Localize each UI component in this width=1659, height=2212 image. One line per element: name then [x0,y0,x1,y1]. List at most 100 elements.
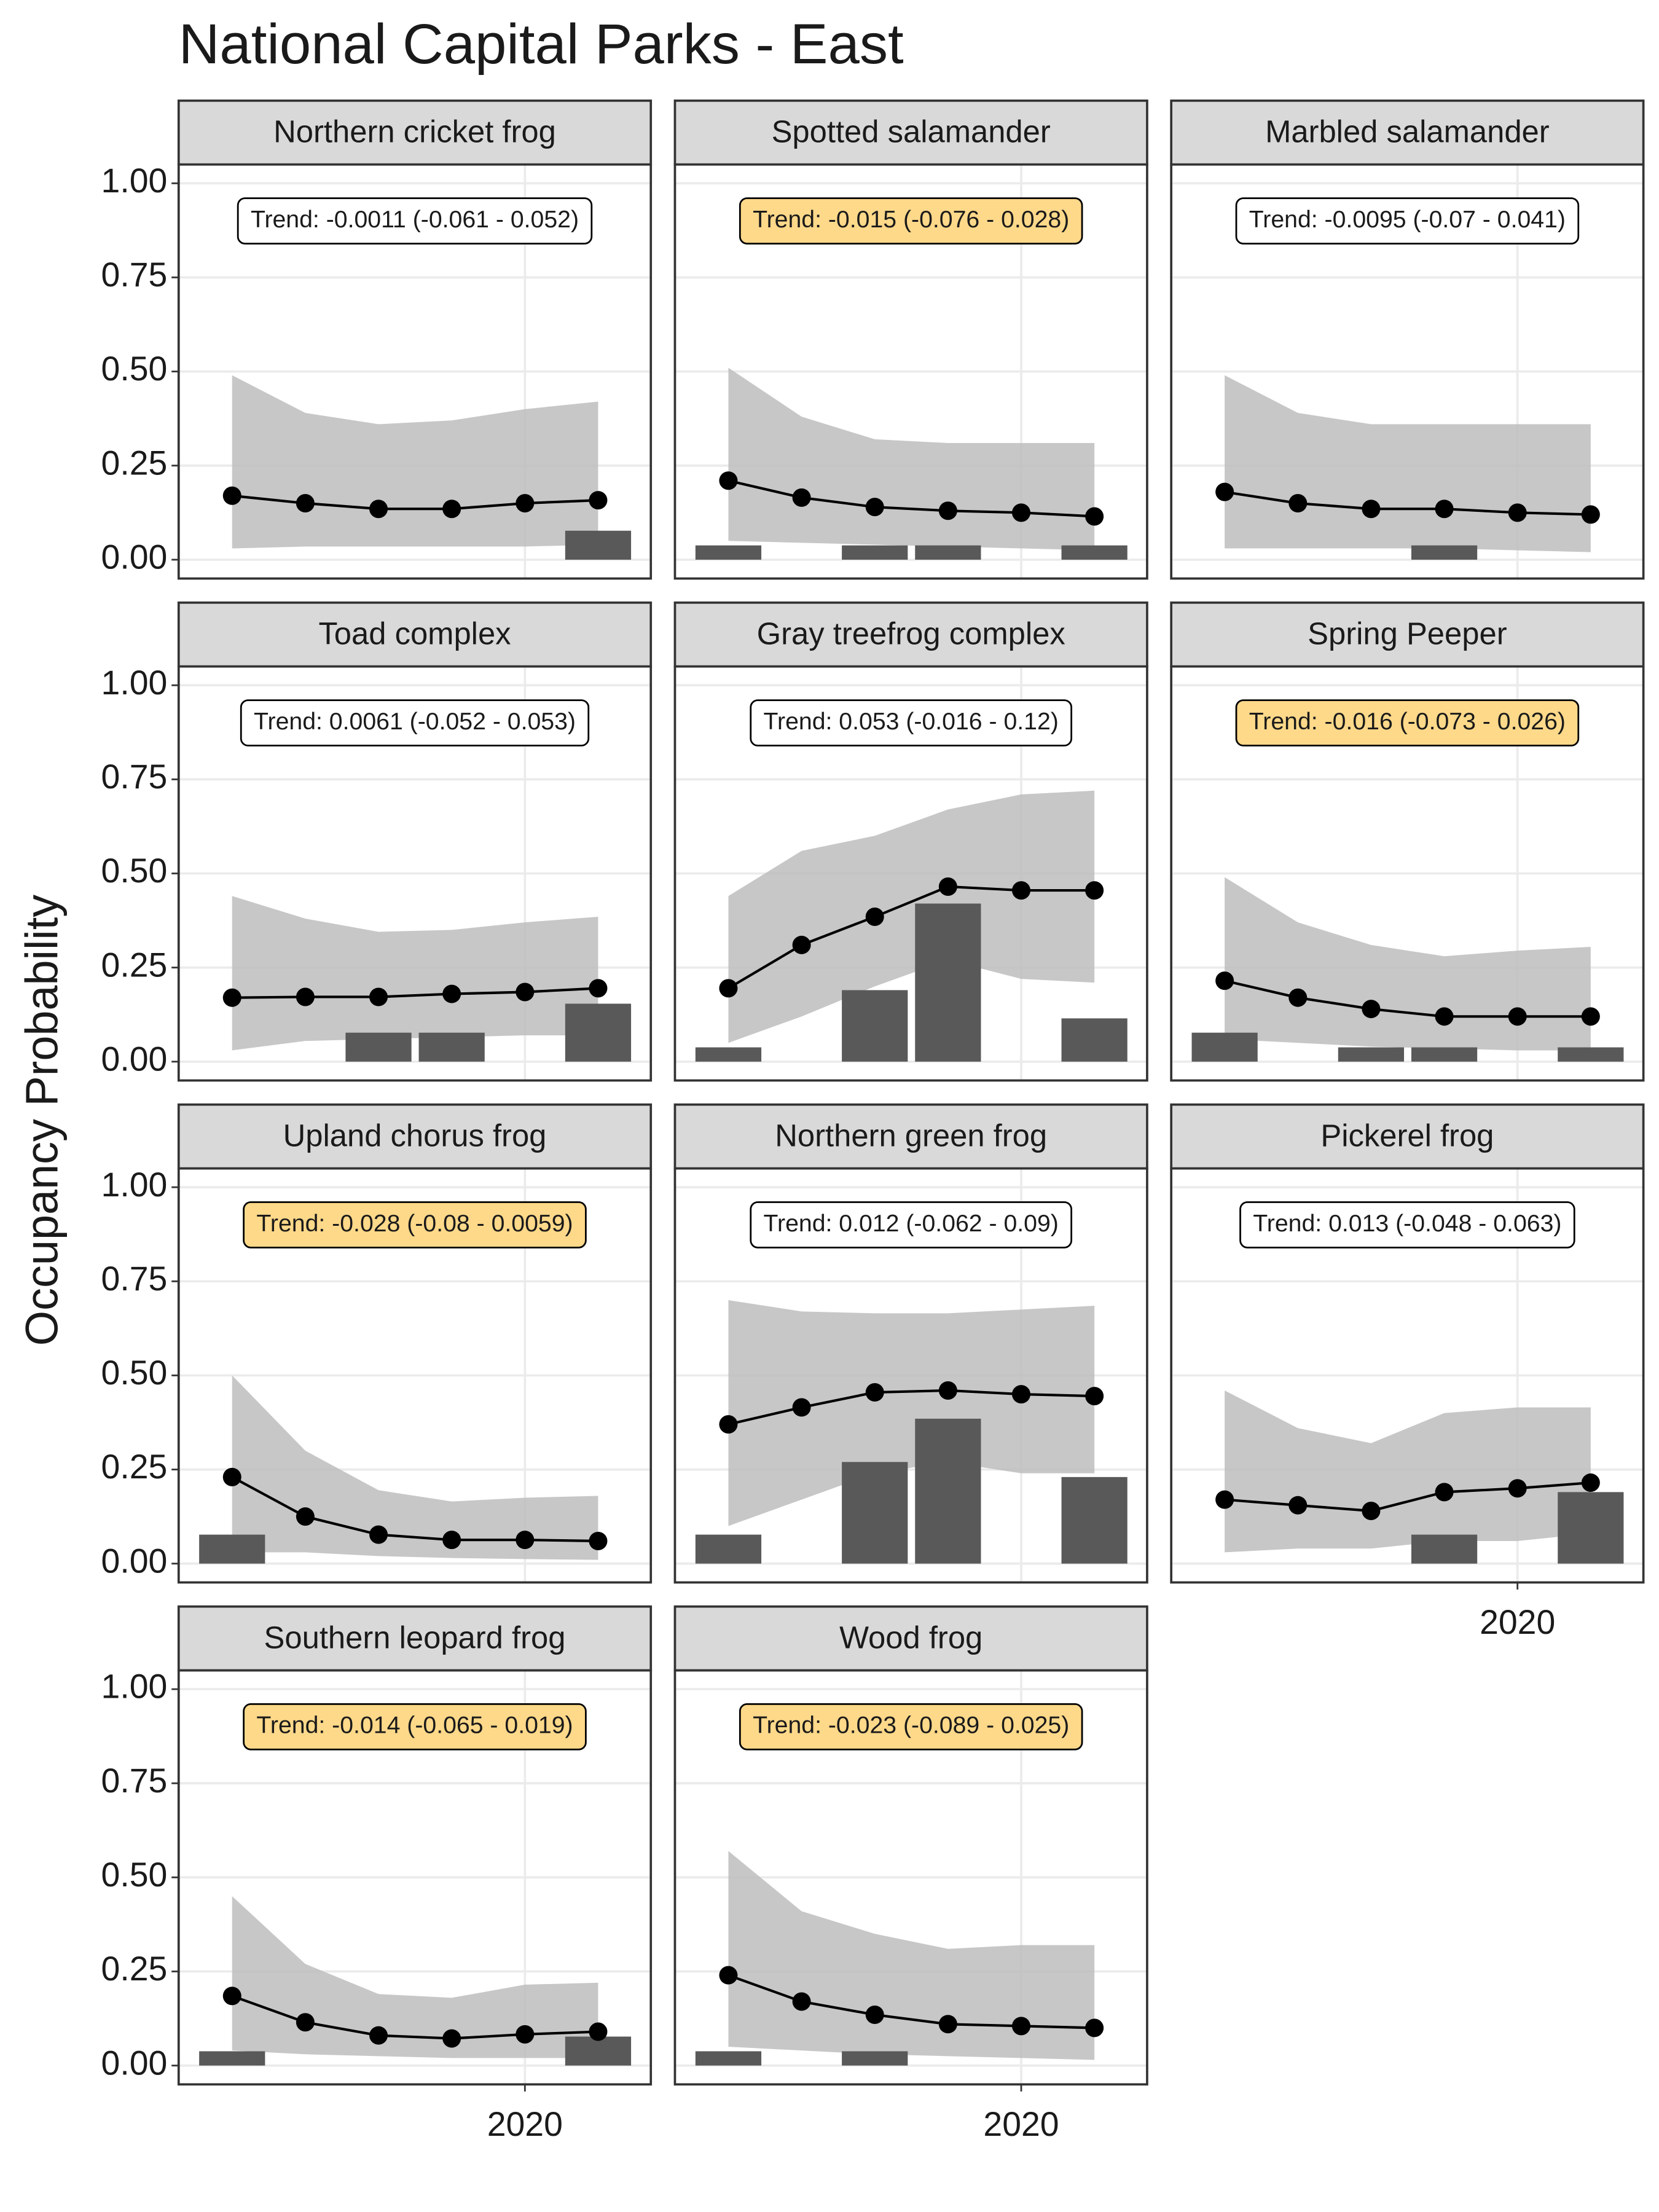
strip [177,1605,653,1672]
point [589,491,608,510]
point [1215,971,1234,990]
point [792,1398,811,1417]
point [938,1381,957,1400]
strip-title: Toad complex [318,616,511,651]
point [719,1966,738,1985]
y-tick-label: 0.00 [101,1542,168,1580]
bar [565,530,632,560]
panel: 0.00 0.25 0.50 0.75 1.00 Trend: 0.0061 (-0.05… [101,601,653,1082]
strip [673,601,1148,668]
point [589,2022,608,2041]
point [222,1986,241,2006]
y-tick-label: 0.25 [101,1950,168,1988]
estimate-line [728,885,1095,990]
ribbon [728,367,1095,551]
strip [673,1605,1148,1672]
annotation: Trend: 0.013 (-0.048 - 0.063) [1253,1210,1561,1237]
strip-title: Marbled salamander [1265,114,1550,149]
annotation: Trend: -0.023 (-0.089 - 0.025) [753,1712,1069,1739]
y-tick-label: 1.00 [101,1166,168,1204]
y-tick-label: 0.75 [101,758,168,796]
point [1362,500,1381,519]
point [369,1525,388,1544]
strip-title: Northern cricket frog [273,114,556,149]
panel: 0.00 0.25 0.50 0.75 1.00 Trend: -0.028 (-0.08… [101,1103,653,1584]
point [938,501,957,520]
annotation: Trend: -0.014 (-0.065 - 0.019) [256,1712,573,1739]
point [222,486,241,505]
point [1012,503,1030,522]
bar [1558,1492,1624,1564]
point [589,1532,608,1550]
annotation: Trend: -0.0011 (-0.061 - 0.052) [251,206,579,233]
point [1362,1501,1381,1520]
strip-title: Spotted salamander [772,114,1051,149]
estimate-line [232,987,598,999]
point [1581,505,1600,524]
bar [1338,1047,1405,1062]
point [719,471,738,490]
strip-title: Southern leopard frog [264,1620,566,1655]
y-tick-label: 0.75 [101,256,168,294]
strip [1170,601,1645,668]
ribbon [1225,1390,1591,1553]
strip [673,99,1148,166]
chart-title: National Capital Parks - East [179,12,904,76]
annotation: Trend: 0.012 (-0.062 - 0.09) [764,1210,1059,1237]
strip [1170,99,1645,166]
point [792,488,811,507]
bar [842,2051,908,2066]
point [1288,988,1308,1007]
point [865,2005,884,2024]
y-tick-label: 0.50 [101,852,168,890]
point [1012,881,1030,900]
annotation: Trend: 0.0061 (-0.052 - 0.053) [254,708,576,735]
panel: Trend: -0.016 (-0.073 - 0.026) Spring Pee… [1170,601,1645,1082]
ribbon [728,1300,1095,1526]
annotation-box [240,699,590,747]
estimate-line [1224,490,1591,516]
annotation-box [750,699,1073,747]
point [865,1383,884,1402]
bar [345,1032,412,1062]
ribbon [1225,375,1591,552]
annotation-box [750,1201,1073,1249]
panel: Trend: 0.053 (-0.016 - 0.12) Gray treefro… [673,601,1148,1082]
annotation-box [237,197,593,245]
y-tick-label: 0.75 [101,1762,168,1800]
point [442,2029,461,2048]
annotation-box [243,1703,587,1751]
point [296,987,315,1006]
estimate-line [232,494,598,511]
point [1012,2017,1030,2036]
strip-title: Spring Peeper [1308,616,1507,651]
bar [695,1047,762,1062]
ribbon [728,790,1095,1043]
estimate-line [1224,979,1591,1018]
annotation-box [1239,1201,1575,1249]
y-tick-label: 0.75 [101,1260,168,1298]
point [1288,494,1308,513]
bar [565,2036,632,2066]
annotation: Trend: -0.016 (-0.073 - 0.026) [1249,708,1566,735]
annotation: Trend: -0.028 (-0.08 - 0.0059) [256,1210,573,1237]
ribbon [232,1375,598,1560]
point [296,2013,315,2032]
point [1085,881,1104,900]
point [1085,507,1104,526]
point [442,984,461,1003]
point [1435,1483,1454,1502]
point [516,2025,535,2044]
estimate-line [231,1476,598,1543]
point [1581,1007,1600,1026]
ribbon [232,1896,598,2058]
point [938,2015,957,2034]
strip-title: Northern green frog [775,1118,1047,1153]
y-tick-label: 0.00 [101,2044,168,2082]
ribbon [232,896,598,1051]
point [516,982,535,1002]
bar [915,1418,981,1564]
strip [177,1103,653,1170]
bar [1061,1477,1128,1564]
